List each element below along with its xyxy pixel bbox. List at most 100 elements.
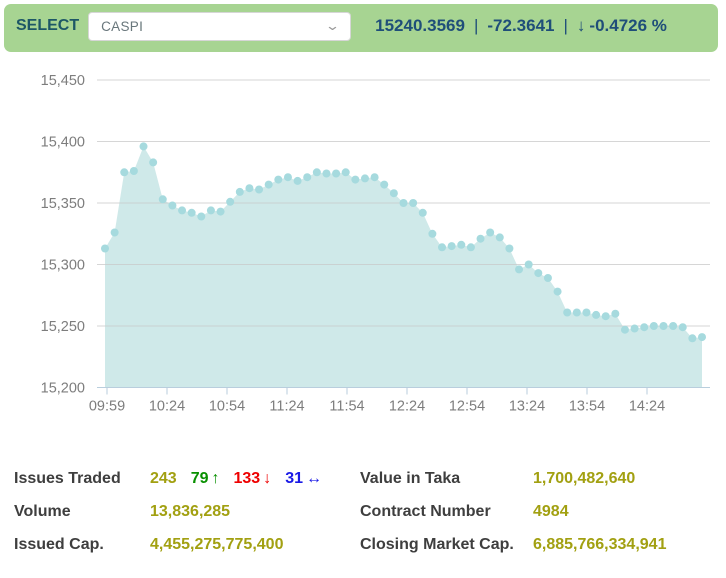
data-point-marker [543,274,552,282]
x-axis-label: 13:54 [569,399,605,415]
stat-value-contract-number: 4984 [533,502,569,520]
data-point-marker [611,309,620,318]
data-point-marker [486,228,495,237]
data-point-marker [640,323,649,332]
data-point-marker [120,168,129,177]
index-dropdown-value: CASPI [101,18,144,34]
data-point-marker [332,169,341,178]
stat-label-value-in-taka: Value in Taka [360,469,461,487]
index-value: 15240.3569 [375,16,465,35]
data-point-marker [370,173,379,182]
market-stats: Issues Traded 243 79 ↑ 133 ↓ 31 ↔ Value in … [14,462,714,561]
y-axis-label: 15,250 [41,319,85,335]
data-point-marker [110,228,119,237]
y-axis-label: 15,300 [41,258,85,274]
separator: | [563,16,568,35]
data-point-marker [418,208,427,217]
data-point-marker [409,199,418,207]
data-point-marker [197,212,206,221]
data-point-marker [678,323,687,332]
stat-value-value-in-taka: 1,700,482,640 [533,469,636,487]
chart-canvas: 15,450 15,400 15,350 15,300 15,250 15,20009:5… [41,73,710,415]
data-point-marker [457,240,466,249]
data-point-marker [466,243,475,252]
data-point-marker [216,207,225,216]
data-point-marker [524,260,533,269]
data-point-marker [620,325,629,334]
y-axis-label: 15,400 [41,135,85,151]
data-point-marker [505,244,514,253]
issues-advanced: 79 ↑ [190,469,220,487]
data-point-marker [206,206,215,215]
issues-total: 243 [150,469,177,487]
data-point-marker [178,206,187,215]
data-point-marker [447,242,456,251]
data-point-marker [322,169,331,178]
data-point-marker [235,187,244,196]
data-point-marker [515,265,524,274]
x-axis-label: 10:54 [209,399,245,415]
data-point-marker [303,173,312,182]
data-point-marker [312,168,321,177]
x-axis-label: 14:24 [629,399,665,415]
data-point-marker [101,244,109,253]
data-point-marker [139,142,148,151]
chevron-down-icon: ⌄ [325,18,341,33]
stat-label-contract-number: Contract Number [360,502,491,520]
issues-unchanged: 31 ↔ [285,469,322,487]
index-change: -72.3641 [487,16,555,35]
x-axis-label: 13:24 [509,399,545,415]
data-point-marker [341,168,350,177]
x-axis-label: 10:24 [149,399,185,415]
issues-traded-values: 243 79 ↑ 133 ↓ 31 ↔ [150,470,360,488]
data-point-marker [572,308,581,317]
stat-label-issued-cap: Issued Cap. [14,535,104,553]
data-point-marker [563,308,572,317]
data-point-marker [534,269,543,278]
data-point-marker [245,184,254,193]
data-point-marker [168,201,177,210]
data-point-marker [669,322,678,330]
y-axis-label: 15,350 [41,196,85,212]
data-point-marker [226,197,235,206]
data-point-marker [149,158,158,167]
data-point-marker [360,174,369,183]
area-series [105,146,702,388]
data-point-marker [630,324,639,333]
down-arrow-icon: ↓ [576,16,586,35]
data-point-marker [293,176,302,185]
stat-value-closing-market-cap: 6,885,766,334,941 [533,535,667,553]
data-point-marker [495,233,504,242]
stat-value-issued-cap: 4,455,275,775,400 [150,535,284,553]
data-point-marker [688,334,697,343]
up-arrow-icon: ↑ [211,469,220,487]
issues-declined: 133 ↓ [233,469,272,487]
x-axis-label: 12:54 [449,399,485,415]
index-area-chart: 15,450 15,400 15,350 15,300 15,250 15,200 09:5… [0,56,726,421]
index-selector-bar: SELECT CASPI ⌄ 15240.3569 | -72.3641 | ↓… [4,4,718,52]
data-point-marker [158,195,167,204]
data-point-marker [399,199,408,207]
data-point-marker [659,322,668,330]
y-axis-label: 15,200 [41,381,85,397]
stat-value-volume: 13,836,285 [150,502,231,520]
data-point-marker [476,234,485,243]
stat-label-volume: Volume [14,502,71,520]
index-change-percent: -0.4726 % [589,16,667,35]
x-axis-label: 11:54 [329,399,364,415]
index-dropdown[interactable]: CASPI ⌄ [88,11,352,41]
x-axis-label: 09:59 [89,399,125,415]
select-label: SELECT [16,17,80,34]
data-point-marker [582,308,591,317]
stat-label-closing-market-cap: Closing Market Cap. [360,535,514,553]
x-axis-label: 12:24 [389,399,425,415]
x-axis-label: 11:24 [269,399,304,415]
data-point-marker [601,312,610,321]
separator: | [473,16,479,35]
data-point-marker [351,175,360,184]
data-point-marker [389,189,398,198]
data-point-marker [255,185,264,194]
index-quote: 15240.3569 | -72.3641 | ↓ -0.4726 % [375,16,667,36]
data-point-marker [553,287,562,296]
data-point-marker [698,333,706,342]
